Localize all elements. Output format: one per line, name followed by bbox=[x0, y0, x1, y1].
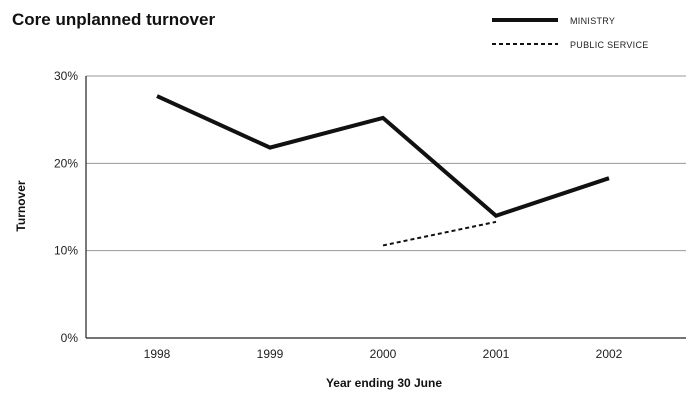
x-axis-title: Year ending 30 June bbox=[326, 376, 442, 390]
x-tick-label: 1998 bbox=[144, 347, 171, 361]
x-tick-label: 1999 bbox=[257, 347, 284, 361]
axes bbox=[85, 76, 686, 339]
y-tick-label: 10% bbox=[54, 244, 78, 258]
x-tick-label: 2001 bbox=[483, 347, 510, 361]
legend-label-public-service: PUBLIC SERVICE bbox=[570, 40, 649, 50]
legend: MINISTRY PUBLIC SERVICE bbox=[492, 16, 649, 50]
x-tick-label: 2000 bbox=[370, 347, 397, 361]
y-axis-title: Turnover bbox=[14, 180, 28, 231]
x-tick-label: 2002 bbox=[596, 347, 623, 361]
series-lines bbox=[156, 94, 610, 247]
gridlines bbox=[86, 75, 686, 252]
y-tick-labels: 0% 10% 20% 30% bbox=[54, 69, 78, 345]
series-line-public-service bbox=[382, 220, 497, 247]
y-tick-label: 30% bbox=[54, 69, 78, 83]
x-tick-labels: 1998 1999 2000 2001 2002 bbox=[144, 347, 623, 361]
y-tick-label: 0% bbox=[61, 331, 79, 345]
legend-label-ministry: MINISTRY bbox=[570, 16, 615, 26]
chart-title: Core unplanned turnover bbox=[12, 10, 215, 29]
y-tick-label: 20% bbox=[54, 156, 78, 170]
series-line-ministry bbox=[156, 94, 610, 218]
